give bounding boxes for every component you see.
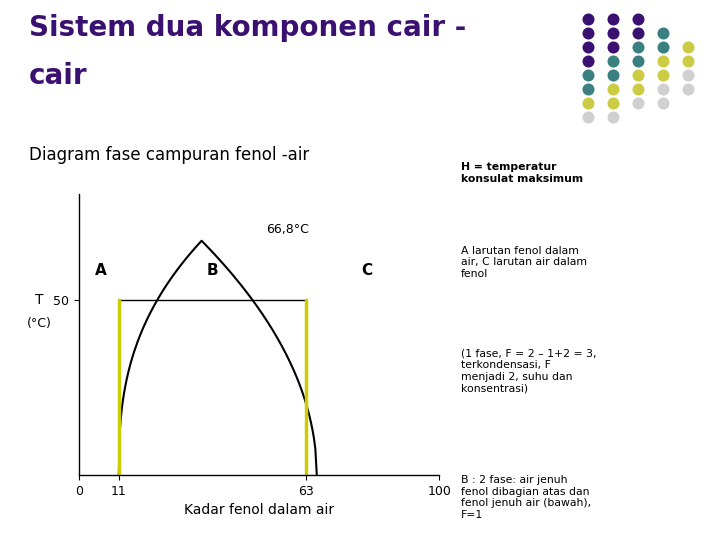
Point (632, 85, 644, 93)
Point (608, 99, 619, 107)
Point (582, 71, 594, 79)
Point (682, 85, 693, 93)
Text: T: T (35, 293, 44, 307)
Point (582, 57, 594, 66)
Point (608, 85, 619, 93)
Point (608, 113, 619, 122)
X-axis label: Kadar fenol dalam air: Kadar fenol dalam air (184, 503, 334, 517)
Text: cair: cair (29, 62, 87, 90)
Point (657, 85, 669, 93)
Point (608, 57, 619, 66)
Point (657, 43, 669, 52)
Text: (°C): (°C) (27, 318, 52, 330)
Point (582, 99, 594, 107)
Text: 66,8°C: 66,8°C (266, 223, 310, 236)
Point (682, 57, 693, 66)
Point (608, 71, 619, 79)
Point (632, 43, 644, 52)
Point (682, 43, 693, 52)
Point (657, 71, 669, 79)
Text: Sistem dua komponen cair -: Sistem dua komponen cair - (29, 14, 466, 42)
Point (632, 29, 644, 38)
Point (608, 43, 619, 52)
Text: H = temperatur
konsulat maksimum: H = temperatur konsulat maksimum (461, 162, 583, 184)
Point (608, 15, 619, 24)
Point (582, 43, 594, 52)
Point (582, 15, 594, 24)
Text: (1 fase, F = 2 – 1+2 = 3,
terkondensasi, F
menjadi 2, suhu dan
konsentrasi): (1 fase, F = 2 – 1+2 = 3, terkondensasi,… (461, 348, 596, 393)
Point (582, 85, 594, 93)
Point (632, 15, 644, 24)
Point (632, 57, 644, 66)
Point (657, 29, 669, 38)
Point (632, 71, 644, 79)
Point (657, 57, 669, 66)
Point (682, 71, 693, 79)
Point (582, 113, 594, 122)
Point (632, 99, 644, 107)
Point (582, 29, 594, 38)
Text: B : 2 fase: air jenuh
fenol dibagian atas dan
fenol jenuh air (bawah),
F=1: B : 2 fase: air jenuh fenol dibagian ata… (461, 475, 591, 520)
Text: A larutan fenol dalam
air, C larutan air dalam
fenol: A larutan fenol dalam air, C larutan air… (461, 246, 587, 279)
Point (608, 29, 619, 38)
Text: Diagram fase campuran fenol -air: Diagram fase campuran fenol -air (29, 146, 309, 164)
Text: C: C (361, 263, 373, 278)
Text: B: B (207, 263, 218, 278)
Text: A: A (95, 263, 107, 278)
Point (657, 99, 669, 107)
